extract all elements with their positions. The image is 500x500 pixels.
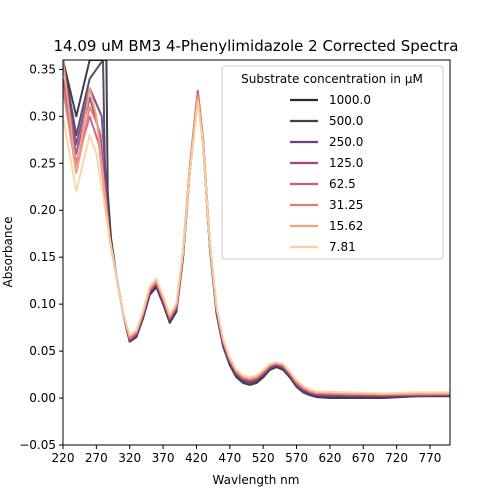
legend-label-15.62: 15.62 — [329, 219, 363, 233]
x-tick-label: 320 — [118, 451, 141, 465]
y-tick-label: 0.25 — [29, 156, 56, 170]
x-tick-label: 520 — [252, 451, 275, 465]
chart-title: 14.09 uM BM3 4-Phenylimidazole 2 Correct… — [54, 37, 459, 55]
y-tick-label: 0.10 — [29, 297, 56, 311]
y-tick-label: 0.30 — [29, 109, 56, 123]
x-tick-label: 720 — [385, 451, 408, 465]
series-layer — [63, 60, 450, 399]
y-tick-label: 0.20 — [29, 203, 56, 217]
x-tick-label: 770 — [419, 451, 442, 465]
y-axis-label: Absorbance — [1, 217, 15, 288]
x-tick-label: 620 — [318, 451, 341, 465]
y-tick-label: 0.05 — [29, 344, 56, 358]
x-tick-label: 370 — [152, 451, 175, 465]
plot-frame — [62, 59, 451, 446]
x-tick-label: 570 — [285, 451, 308, 465]
legend-label-500.0: 500.0 — [329, 114, 363, 128]
axes-layer: 220 270 320 370 420 470 520 570 620 670 720 770 −0.0… — [19, 62, 441, 465]
y-tick-label: −0.05 — [19, 438, 56, 452]
y-tick-label: 0.15 — [29, 250, 56, 264]
x-tick-label: 220 — [52, 451, 75, 465]
x-tick-label: 270 — [85, 451, 108, 465]
legend-label-1000.0: 1000.0 — [329, 93, 371, 107]
legend-label-125.0: 125.0 — [329, 156, 363, 170]
y-tick-label: 0.00 — [29, 391, 56, 405]
series-line-7.81 — [63, 100, 450, 395]
legend-box — [221, 65, 444, 260]
x-axis-label: Wavlength nm — [213, 473, 300, 487]
x-tick-label: 420 — [185, 451, 208, 465]
legend-label-250.0: 250.0 — [329, 135, 363, 149]
legend-label-62.5: 62.5 — [329, 177, 356, 191]
legend: Substrate concentration in μM 1000.0 500.… — [221, 65, 444, 260]
x-tick-label: 470 — [218, 451, 241, 465]
legend-title: Substrate concentration in μM — [241, 72, 423, 86]
legend-label-31.25: 31.25 — [329, 198, 363, 212]
y-tick-label: 0.35 — [29, 62, 56, 76]
x-tick-label: 670 — [352, 451, 375, 465]
legend-label-7.81: 7.81 — [329, 240, 356, 254]
